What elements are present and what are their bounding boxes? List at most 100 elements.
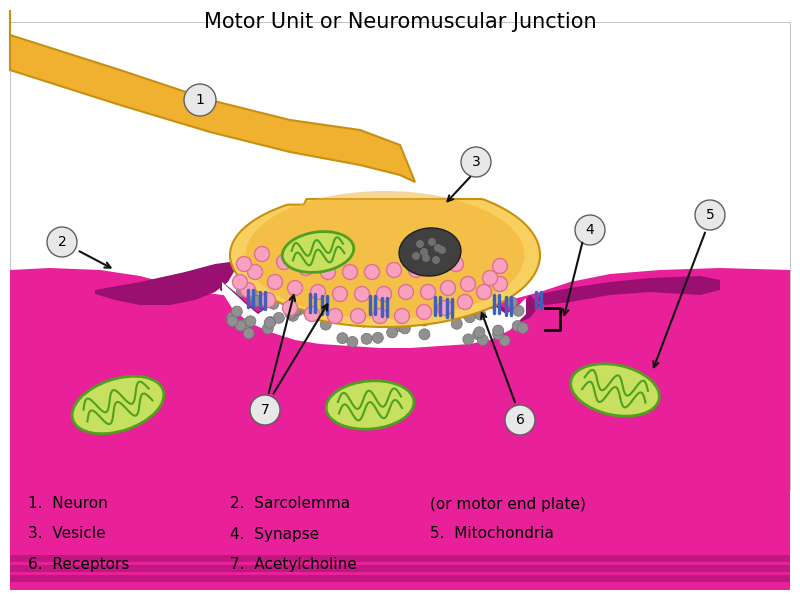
Circle shape <box>419 329 430 340</box>
Circle shape <box>320 319 331 330</box>
Circle shape <box>477 284 491 299</box>
Circle shape <box>493 259 507 274</box>
Polygon shape <box>10 268 790 590</box>
Circle shape <box>493 325 504 336</box>
Circle shape <box>264 317 275 328</box>
Circle shape <box>443 308 454 319</box>
Circle shape <box>505 405 535 435</box>
Circle shape <box>377 286 391 301</box>
Circle shape <box>358 316 369 327</box>
Circle shape <box>463 334 474 345</box>
Circle shape <box>473 329 484 340</box>
Circle shape <box>237 286 247 297</box>
Circle shape <box>184 84 216 116</box>
Circle shape <box>265 317 276 328</box>
Polygon shape <box>10 575 790 582</box>
Circle shape <box>226 312 238 323</box>
Ellipse shape <box>570 364 659 416</box>
Circle shape <box>231 306 242 317</box>
Circle shape <box>310 284 321 295</box>
Circle shape <box>469 282 480 293</box>
Circle shape <box>695 200 725 230</box>
Circle shape <box>354 295 366 306</box>
Circle shape <box>241 283 255 298</box>
Circle shape <box>261 292 275 307</box>
Circle shape <box>421 290 432 301</box>
Text: 5: 5 <box>706 208 714 222</box>
Circle shape <box>416 240 424 248</box>
Circle shape <box>464 311 475 323</box>
Circle shape <box>441 280 455 295</box>
Circle shape <box>354 295 365 305</box>
Circle shape <box>274 291 286 302</box>
Circle shape <box>373 308 387 323</box>
Circle shape <box>354 286 370 301</box>
Circle shape <box>438 246 446 254</box>
Circle shape <box>434 244 442 252</box>
Circle shape <box>509 281 520 293</box>
Circle shape <box>372 332 383 343</box>
Circle shape <box>365 265 379 280</box>
Circle shape <box>429 260 443 275</box>
Circle shape <box>398 282 410 293</box>
Circle shape <box>287 310 298 321</box>
Circle shape <box>310 284 326 299</box>
Circle shape <box>267 275 282 289</box>
Circle shape <box>386 263 402 277</box>
Circle shape <box>459 295 470 306</box>
Circle shape <box>386 327 398 338</box>
Circle shape <box>474 309 486 320</box>
Polygon shape <box>220 280 540 332</box>
Circle shape <box>425 290 436 301</box>
Text: 7: 7 <box>261 403 270 417</box>
Circle shape <box>360 295 371 306</box>
Circle shape <box>482 271 498 286</box>
Circle shape <box>422 310 433 320</box>
Circle shape <box>237 257 251 271</box>
Circle shape <box>420 248 428 256</box>
Circle shape <box>277 254 291 269</box>
Text: 5.  Mitochondria: 5. Mitochondria <box>430 527 554 541</box>
Polygon shape <box>10 565 790 572</box>
Circle shape <box>250 395 280 425</box>
Circle shape <box>402 294 413 305</box>
Ellipse shape <box>282 232 354 272</box>
Circle shape <box>305 307 319 322</box>
Text: 6.  Receptors: 6. Receptors <box>28 557 130 571</box>
Circle shape <box>575 215 605 245</box>
Circle shape <box>438 301 453 316</box>
Circle shape <box>247 265 262 280</box>
Circle shape <box>461 277 475 292</box>
Circle shape <box>422 254 430 262</box>
Circle shape <box>252 295 262 307</box>
Circle shape <box>382 290 393 301</box>
Text: Motor Unit or Neuromuscular Junction: Motor Unit or Neuromuscular Junction <box>204 12 596 32</box>
Circle shape <box>430 312 441 323</box>
Circle shape <box>227 316 238 326</box>
Circle shape <box>459 306 470 317</box>
Circle shape <box>240 319 251 329</box>
Circle shape <box>349 312 360 323</box>
Circle shape <box>268 298 279 309</box>
Circle shape <box>306 309 317 320</box>
Text: 2: 2 <box>58 235 66 249</box>
Circle shape <box>47 227 77 257</box>
Ellipse shape <box>246 191 525 319</box>
Circle shape <box>333 286 347 301</box>
Circle shape <box>394 320 405 331</box>
Circle shape <box>421 284 435 299</box>
Circle shape <box>342 265 358 280</box>
Circle shape <box>379 296 390 307</box>
Circle shape <box>458 295 473 310</box>
Circle shape <box>245 316 256 327</box>
Circle shape <box>513 305 524 316</box>
Text: 4.  Synapse: 4. Synapse <box>230 527 319 541</box>
Circle shape <box>506 297 518 308</box>
Circle shape <box>417 304 431 319</box>
Polygon shape <box>10 555 790 562</box>
Circle shape <box>474 327 485 338</box>
Circle shape <box>461 147 491 177</box>
Circle shape <box>478 335 488 346</box>
Circle shape <box>409 263 423 277</box>
Text: 2.  Sarcolemma: 2. Sarcolemma <box>230 497 350 511</box>
